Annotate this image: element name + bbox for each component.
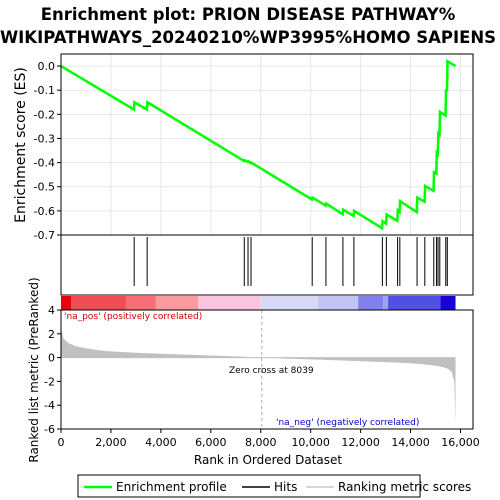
- es-panel: 0.0 -0.1 -0.2 -0.3 -0.4 -0.5 -0.6 -0.7 Enrichme…: [13, 53, 474, 242]
- metric-ytick-label: -4: [44, 399, 55, 412]
- metric-ytick-label: -2: [44, 375, 55, 388]
- title-line-1: Enrichment plot: PRION DISEASE PATHWAY%: [41, 5, 456, 24]
- legend-metric-label: Ranking metric scores: [338, 480, 471, 494]
- rank-color-bar: [61, 296, 456, 310]
- color-bar-segment: [383, 296, 389, 310]
- metric-xtick-label: 16,000: [441, 436, 480, 449]
- es-ytick-label: -0.7: [34, 229, 55, 242]
- color-bar-segment: [260, 296, 319, 310]
- metric-ytick-label: 2: [48, 328, 55, 341]
- color-bar-segment: [318, 296, 359, 310]
- es-ytick-label: -0.2: [34, 108, 55, 121]
- metric-xtick-label: 0: [58, 436, 65, 449]
- color-bar-segment: [125, 296, 156, 310]
- es-ylabel: Enrichment score (ES): [13, 67, 29, 223]
- legend-profile-label: Enrichment profile: [116, 480, 227, 494]
- es-ytick-label: -0.6: [34, 205, 55, 218]
- metric-xlabel: Rank in Ordered Dataset: [194, 453, 342, 467]
- zero-cross-label: Zero cross at 8039: [229, 366, 314, 376]
- color-bar-segment: [61, 296, 71, 310]
- metric-ylabel: Ranked list metric (PreRanked): [27, 277, 41, 462]
- color-bar-segment: [388, 296, 441, 310]
- color-bar-segment: [70, 296, 126, 310]
- metric-xtick-label: 8,000: [245, 436, 277, 449]
- es-ytick-label: -0.1: [34, 84, 55, 97]
- metric-xtick-label: 4,000: [145, 436, 177, 449]
- metric-xtick-label: 6,000: [195, 436, 227, 449]
- hits-panel: [60, 234, 474, 296]
- neg-label: 'na_neg' (negatively correlated): [276, 418, 419, 428]
- color-bar-segment: [358, 296, 384, 310]
- es-ytick-label: -0.5: [34, 181, 55, 194]
- legend: Enrichment profile Hits Ranking metric s…: [77, 474, 471, 498]
- metric-xtick-label: 10,000: [291, 436, 330, 449]
- color-bar-segment: [440, 296, 456, 310]
- es-ytick-label: -0.4: [34, 157, 55, 170]
- pos-label: 'na_pos' (positively correlated): [64, 312, 202, 322]
- metric-ytick-label: 4: [48, 304, 55, 317]
- es-ytick-label: 0.0: [38, 60, 56, 73]
- color-bar-segment: [198, 296, 261, 310]
- metric-xtick-label: 12,000: [341, 436, 380, 449]
- title-line-2: WIKIPATHWAYS_20240210%WP3995%HOMO SAPIEN…: [0, 28, 496, 47]
- enrichment-profile-line: [60, 58, 457, 231]
- color-bar-segment: [155, 296, 199, 310]
- metric-ytick-label: 0: [48, 352, 55, 365]
- es-ytick-label: -0.3: [34, 132, 55, 145]
- metric-panel: 'na_pos' (positively correlated) 'na_neg…: [27, 277, 480, 467]
- metric-xtick-label: 14,000: [391, 436, 430, 449]
- metric-ytick-label: -6: [44, 423, 55, 436]
- metric-xtick-label: 2,000: [95, 436, 127, 449]
- legend-hits-label: Hits: [274, 480, 297, 494]
